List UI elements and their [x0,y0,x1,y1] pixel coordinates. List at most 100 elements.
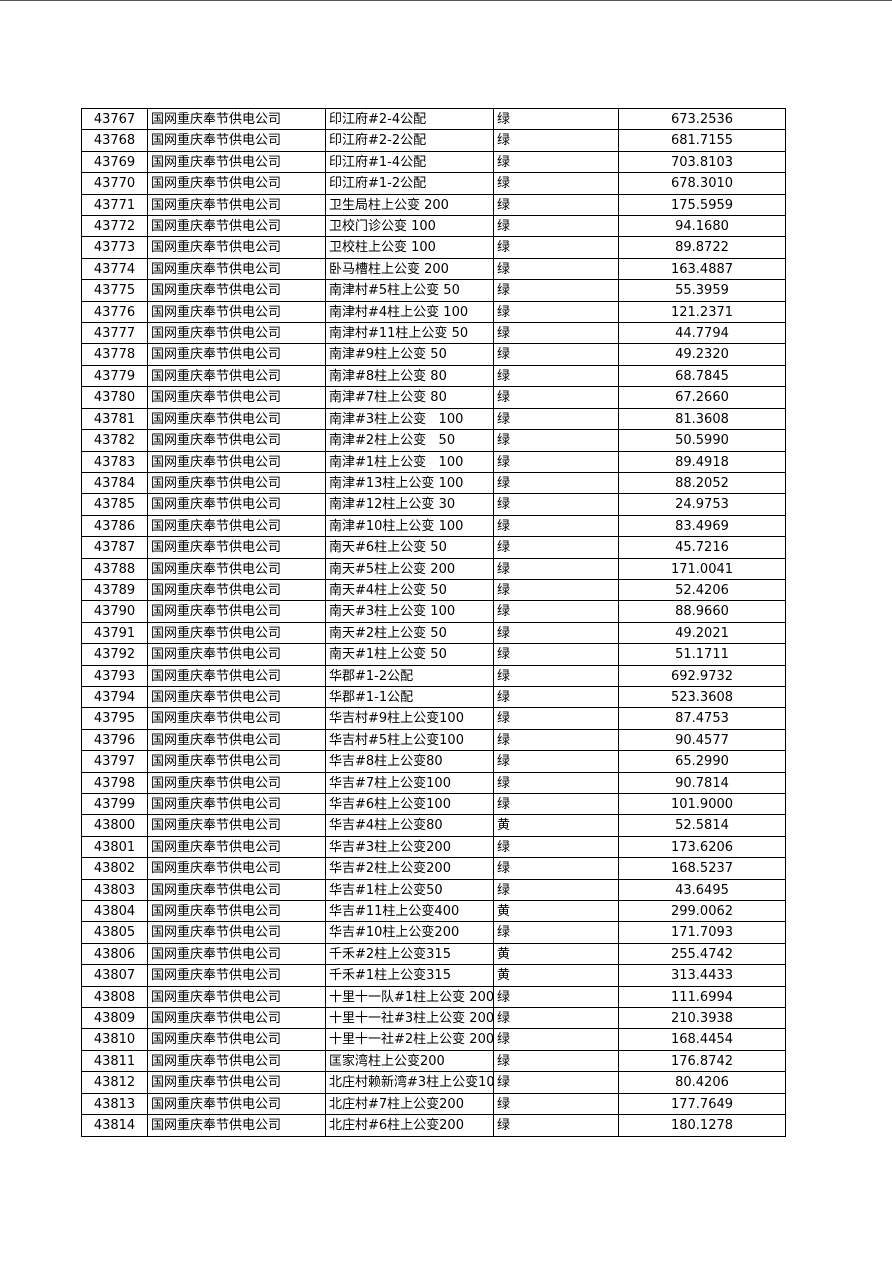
status: 绿 [494,665,619,687]
load-value: 121.2371 [619,301,786,324]
row-id: 43808 [82,986,148,1009]
status: 黄 [494,943,619,966]
transformer-name: 北庄村赖新湾#3柱上公变10 [326,1072,494,1094]
status: 绿 [494,216,619,238]
load-value: 176.8742 [619,1050,786,1073]
company: 国网重庆奉节供电公司 [148,922,326,944]
status: 绿 [494,173,619,195]
transformer-name: 华郡#1-1公配 [326,686,494,709]
row-id: 43812 [82,1072,148,1094]
row-id: 43800 [82,815,148,837]
row-id: 43798 [82,772,148,794]
row-id: 43779 [82,365,148,388]
transformer-name: 华郡#1-2公配 [326,665,494,687]
row-id: 43801 [82,836,148,859]
transformer-name: 十里十一社#2柱上公变 200 [326,1029,494,1051]
status: 绿 [494,1029,619,1051]
load-value: 90.4577 [619,729,786,752]
row-id: 43789 [82,579,148,602]
table-row: 43769 国网重庆奉节供电公司 印江府#1-4公配绿 703.8103 [82,151,786,174]
row-id: 43794 [82,686,148,709]
load-value: 210.3938 [619,1008,786,1030]
status: 绿 [494,237,619,259]
transformer-name: 南津#3柱上公变 100 [326,408,494,431]
status: 绿 [494,794,619,816]
transformer-name: 南津#10柱上公变 100 [326,515,494,538]
transformer-name: 华吉#3柱上公变200 [326,836,494,859]
load-value: 55.3959 [619,280,786,302]
transformer-name: 南津#2柱上公变 50 [326,430,494,452]
transformer-name: 南津#13柱上公变 100 [326,472,494,495]
table-row: 43781 国网重庆奉节供电公司 南津#3柱上公变 100 绿 81.3608 [82,408,786,431]
status: 绿 [494,451,619,473]
company: 国网重庆奉节供电公司 [148,194,326,217]
row-id: 43805 [82,922,148,944]
status: 黄 [494,901,619,923]
status: 绿 [494,558,619,580]
company: 国网重庆奉节供电公司 [148,686,326,709]
transformer-name: 北庄村#7柱上公变200 [326,1093,494,1116]
transformer-name: 北庄村#6柱上公变200 [326,1115,494,1137]
row-id: 43806 [82,943,148,966]
load-value: 171.0041 [619,558,786,580]
row-id: 43774 [82,258,148,281]
company: 国网重庆奉节供电公司 [148,1050,326,1073]
table-row: 43802 国网重庆奉节供电公司 华吉#2柱上公变200 绿 168.5237 [82,858,786,880]
table-row: 43796 国网重庆奉节供电公司 华吉村#5柱上公变100 绿 90.4577 [82,729,786,752]
status: 绿 [494,622,619,645]
table-row: 43772 国网重庆奉节供电公司 卫校门诊公变 100 绿 94.1680 [82,216,786,238]
company: 国网重庆奉节供电公司 [148,1029,326,1051]
company: 国网重庆奉节供电公司 [148,751,326,773]
transformer-name: 印江府#2-2公配 [326,130,494,152]
status: 绿 [494,708,619,730]
load-value: 52.4206 [619,579,786,602]
row-id: 43777 [82,323,148,345]
table-row: 43771 国网重庆奉节供电公司 卫生局柱上公变 200 绿 175.5959 [82,194,786,217]
transformer-name: 华吉#7柱上公变100 [326,772,494,794]
row-id: 43799 [82,794,148,816]
row-id: 43809 [82,1008,148,1030]
transformer-name: 南津村#11柱上公变 50 [326,323,494,345]
row-id: 43796 [82,729,148,752]
row-id: 43792 [82,644,148,666]
company: 国网重庆奉节供电公司 [148,772,326,794]
load-value: 175.5959 [619,194,786,217]
transformer-name: 南津#9柱上公变 50 [326,344,494,366]
table-row: 43803 国网重庆奉节供电公司 华吉#1柱上公变50 绿 43.6495 [82,879,786,902]
load-value: 67.2660 [619,387,786,409]
table-row: 43812 国网重庆奉节供电公司 北庄村赖新湾#3柱上公变10 绿 80.4206 [82,1072,786,1094]
row-id: 43811 [82,1050,148,1073]
status: 绿 [494,258,619,281]
row-id: 43768 [82,130,148,152]
load-value: 692.9732 [619,665,786,687]
company: 国网重庆奉节供电公司 [148,836,326,859]
company: 国网重庆奉节供电公司 [148,408,326,431]
transformer-name: 华吉#4柱上公变80 [326,815,494,837]
table-row: 43800 国网重庆奉节供电公司 华吉#4柱上公变80 黄 52.5814 [82,815,786,837]
table-row: 43775 国网重庆奉节供电公司 南津村#5柱上公变 50 绿 55.3959 [82,280,786,302]
transformer-name: 华吉#10柱上公变200 [326,922,494,944]
company: 国网重庆奉节供电公司 [148,1093,326,1116]
company: 国网重庆奉节供电公司 [148,130,326,152]
load-value: 87.4753 [619,708,786,730]
table-row: 43783 国网重庆奉节供电公司 南津#1柱上公变 100 绿 89.4918 [82,451,786,473]
load-value: 51.1711 [619,644,786,666]
company: 国网重庆奉节供电公司 [148,665,326,687]
status: 绿 [494,836,619,859]
row-id: 43771 [82,194,148,217]
company: 国网重庆奉节供电公司 [148,216,326,238]
load-value: 80.4206 [619,1072,786,1094]
transformer-name: 华吉#11柱上公变400 [326,901,494,923]
company: 国网重庆奉节供电公司 [148,430,326,452]
row-id: 43795 [82,708,148,730]
table-row: 43767 国网重庆奉节供电公司 印江府#2-4公配绿 673.2536 [82,109,786,131]
row-id: 43772 [82,216,148,238]
status: 绿 [494,515,619,538]
table-row: 43777 国网重庆奉节供电公司 南津村#11柱上公变 50 绿 44.7794 [82,323,786,345]
load-value: 255.4742 [619,943,786,966]
load-value: 177.7649 [619,1093,786,1116]
table-row: 43773 国网重庆奉节供电公司 卫校柱上公变 100 绿 89.8722 [82,237,786,259]
status: 绿 [494,686,619,709]
status: 绿 [494,579,619,602]
table-row: 43778 国网重庆奉节供电公司 南津#9柱上公变 50 绿 49.2320 [82,344,786,366]
